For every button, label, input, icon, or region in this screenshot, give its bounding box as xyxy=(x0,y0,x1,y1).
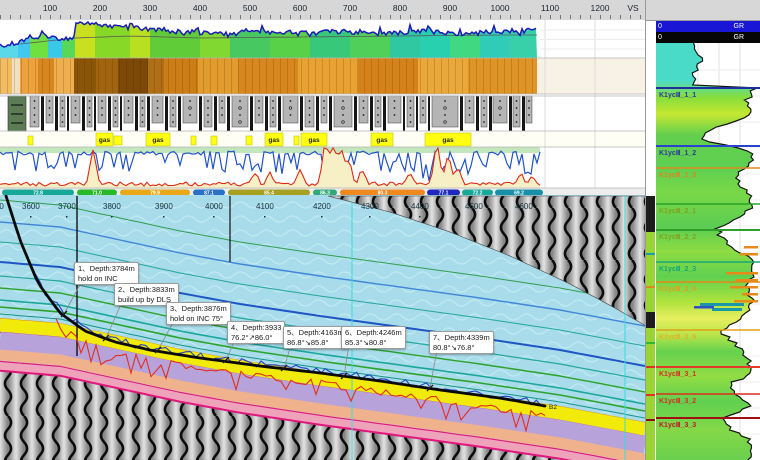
annotation-note-text: 80.8°↘76.8° xyxy=(433,343,490,353)
formation-label: K1ycⅢ_2_1 xyxy=(659,207,696,215)
ruler-label: 100 xyxy=(43,3,57,13)
annotation-depth-text: 1、Depth:3784m xyxy=(78,264,135,274)
formation-label: K1ycⅢ_1_3 xyxy=(659,171,696,179)
md-depth-label: 4000 xyxy=(205,202,223,211)
formation-strip-segment xyxy=(646,312,655,328)
ruler-label: 800 xyxy=(393,3,407,13)
md-depth-label: 4300 xyxy=(361,202,379,211)
formation-label: K1ycⅢ_3_3 xyxy=(659,421,696,429)
formation-strip-dash xyxy=(646,366,655,368)
formation-strip-dash xyxy=(646,253,655,255)
depth-annotation[interactable]: 4、Depth:393376.2°↗86.0° xyxy=(227,321,285,344)
formation-strip xyxy=(646,196,655,460)
formation-strip-segment xyxy=(646,196,655,232)
md-depth-label: 3600 xyxy=(22,202,40,211)
depth-annotation[interactable]: 5、Depth:4163m86.8°↘85.8° xyxy=(283,326,348,349)
ruler-ticks xyxy=(0,15,648,19)
md-depth-label: 4400 xyxy=(411,202,429,211)
annotation-depth-text: 7、Depth:4339m xyxy=(433,333,490,343)
formation-label: K1ycⅢ_2_5 xyxy=(659,333,696,341)
annotation-depth-text: 2、Depth:3833m xyxy=(118,285,175,295)
gas-label: gas xyxy=(268,137,280,144)
annotation-note-text: 76.2°↗86.0° xyxy=(231,333,281,343)
gr-curve-label: GR xyxy=(734,21,745,32)
annotation-note-text: hold on INC xyxy=(78,274,135,284)
gas-label: gas xyxy=(376,137,388,144)
md-depth-label: 3700 xyxy=(58,202,76,211)
gr-header-black: 0 GR xyxy=(656,32,760,43)
ruler-label: 1000 xyxy=(491,3,510,13)
formation-strip-dash xyxy=(646,394,655,396)
formation-label: K1ycⅢ_1_2 xyxy=(659,149,696,157)
annotation-depth-text: 5、Depth:4163m xyxy=(287,328,344,338)
formation-label: K1ycⅢ_3_2 xyxy=(659,397,696,405)
md-depth-label: 4500 xyxy=(465,202,483,211)
log-tracks-canvas[interactable]: gasgasgasgasgasgas72.871.079.987.185.486… xyxy=(0,20,646,196)
ruler-label: 300 xyxy=(143,3,157,13)
formation-strip-dash xyxy=(646,342,655,344)
formation-strip-segment xyxy=(646,232,655,312)
bit-position-label: B2 xyxy=(549,404,557,411)
md-depth-label: 4200 xyxy=(313,202,331,211)
formation-label: K1ycⅢ_2_3 xyxy=(659,265,696,273)
ruler-label: 400 xyxy=(193,3,207,13)
formation-label: K1ycⅢ_2_2 xyxy=(659,233,696,241)
ruler-label: 200 xyxy=(93,3,107,13)
depth-annotation[interactable]: 6、Depth:4246m85.3°↘80.8° xyxy=(341,326,406,349)
gr-curve-label: GR xyxy=(734,32,745,43)
gr-panel-canvas[interactable]: K1ycⅢ_1_1 K1ycⅢ_1_2 K1ycⅢ_1_3 K1ycⅢ_2_1 K1yc… xyxy=(656,43,760,460)
vs-ruler: 100 200 300 400 500 600 700 800 900 1000 1100 1200 V… xyxy=(0,0,760,21)
ruler-label: 600 xyxy=(293,3,307,13)
gas-label: gas xyxy=(442,137,454,144)
annotation-depth-text: 4、Depth:3933 xyxy=(231,323,281,333)
formation-label: K1ycⅢ_1_1 xyxy=(659,91,696,99)
depth-annotation[interactable]: 7、Depth:4339m80.8°↘76.8° xyxy=(429,331,494,354)
md-depth-label: 4600 xyxy=(515,202,533,211)
formation-strip-dash xyxy=(646,419,655,421)
annotation-depth-text: 6、Depth:4246m xyxy=(345,328,402,338)
depth-annotation[interactable]: 3、Depth:3876mhold on INC 75° xyxy=(166,302,231,325)
depth-annotation[interactable]: 1、Depth:3784mhold on INC xyxy=(74,262,139,285)
annotation-depth-text: 3、Depth:3876m xyxy=(170,304,227,314)
image-log-track xyxy=(0,58,537,94)
md-depth-label: 3900 xyxy=(155,202,173,211)
formation-strip-dash xyxy=(646,286,655,288)
annotation-note-text: 86.8°↘85.8° xyxy=(287,338,344,348)
md-depth-label: 4100 xyxy=(256,202,274,211)
gas-label: gas xyxy=(99,137,111,144)
formation-label: K1ycⅢ_2_4 xyxy=(659,285,696,293)
formation-label: K1ycⅢ_3_1 xyxy=(659,370,696,378)
ruler-label: 900 xyxy=(443,3,457,13)
annotation-note-text: 85.3°↘80.8° xyxy=(345,338,402,348)
ruler-axis-label: VS xyxy=(627,3,638,13)
gr-header-blue: 0 GR xyxy=(656,21,760,32)
annotation-note-text: hold on INC 75° xyxy=(170,314,227,324)
gr-scale-min: 0 xyxy=(658,21,662,32)
gr-scale-min: 0 xyxy=(658,32,662,43)
gas-label: gas xyxy=(308,137,320,144)
gas-label: gas xyxy=(152,137,164,144)
md-depth-label: 3800 xyxy=(103,202,121,211)
md-depth-label: 3500 xyxy=(0,202,4,211)
ruler-label: 700 xyxy=(343,3,357,13)
ruler-label: 500 xyxy=(243,3,257,13)
ruler-label: 1200 xyxy=(591,3,610,13)
geosteering-app: 100 200 300 400 500 600 700 800 900 1000 1100 1200 V… xyxy=(0,0,760,460)
ruler-label: 1100 xyxy=(541,3,559,13)
